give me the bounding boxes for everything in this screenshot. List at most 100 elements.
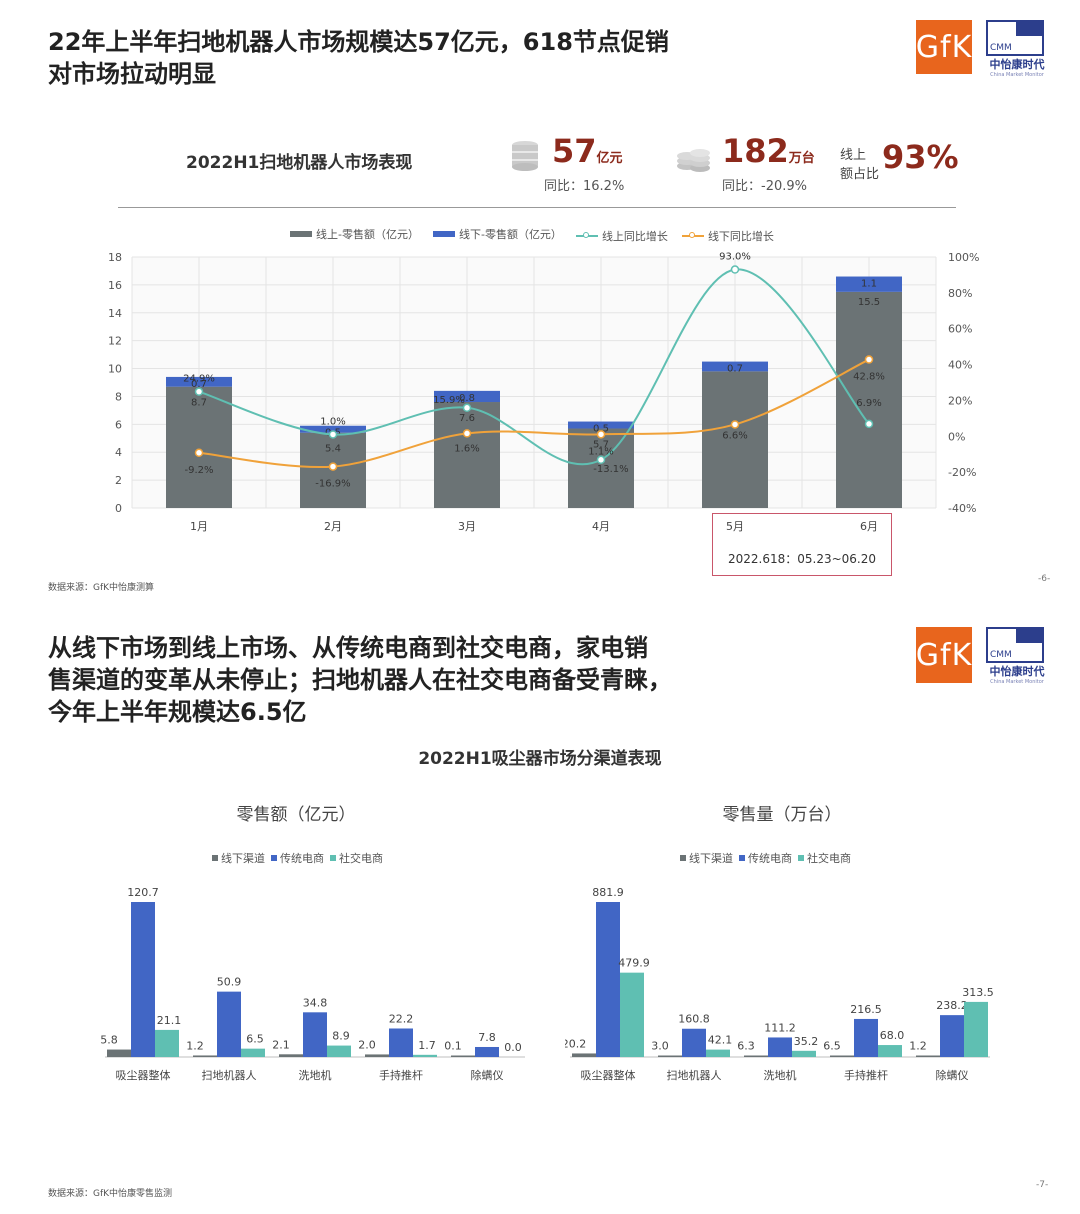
legend-item: 线上-零售额（亿元） <box>290 226 419 242</box>
x-tick-label: 除螨仪 <box>471 1068 504 1082</box>
line-point-label: -16.9% <box>315 479 350 490</box>
bar-1 <box>768 1037 792 1057</box>
bar-0 <box>451 1055 475 1057</box>
bar-value-label: 2.1 <box>272 1038 290 1051</box>
y2-tick-label: 40% <box>948 359 972 372</box>
line-point <box>462 429 472 438</box>
x-tick-label: 4月 <box>592 520 610 533</box>
kpi2-value: 182 <box>722 132 789 170</box>
x-tick-label: 5月 <box>726 520 744 533</box>
bar-value-label: 216.5 <box>850 1003 882 1016</box>
y-tick-label: 6 <box>115 418 122 431</box>
bar-1 <box>682 1028 706 1057</box>
y-tick-label: 0 <box>115 502 122 515</box>
bar-value-label: 35.2 <box>794 1035 819 1048</box>
chart3-sales-volume: 20.2 881.9 479.9 吸尘器整体 3.0 160.8 42.1 扫地机器人 6.3 1… <box>565 886 994 1082</box>
line-point-label: 1.1% <box>588 446 613 457</box>
chart2-sales-value: 5.8 120.7 21.1 吸尘器整体 1.2 50.9 6.5 扫地机器人 2.1 34.8 8… <box>100 886 525 1082</box>
line-point-label: 93.0% <box>719 252 751 263</box>
bar-value-label: 120.7 <box>127 886 159 899</box>
bar-online-label: 5.4 <box>325 444 341 455</box>
legend-item: 线下渠道 <box>212 850 265 866</box>
x-tick-label: 吸尘器整体 <box>581 1068 636 1082</box>
line-point <box>864 355 874 364</box>
bar-2 <box>878 1045 902 1057</box>
legend-swatch <box>330 855 336 861</box>
divider <box>118 207 956 208</box>
line-point <box>596 455 606 465</box>
slide2-headline-line3: 今年上半年规模达6.5亿 <box>48 698 307 726</box>
line-point <box>194 448 204 458</box>
bar-value-label: 34.8 <box>303 996 328 1009</box>
kpi3-value: 93% <box>882 138 959 176</box>
bar-value-label: 6.3 <box>737 1040 755 1053</box>
slide2-page-number: -7- <box>1036 1180 1049 1190</box>
bar-value-label: 2.0 <box>358 1038 376 1051</box>
bar-0 <box>916 1055 940 1057</box>
legend-item: 传统电商 <box>739 850 792 866</box>
y-tick-label: 2 <box>115 474 122 487</box>
bar-online <box>702 371 768 508</box>
slide2-source: 数据来源：GfK中怡康零售监测 <box>48 1189 173 1199</box>
legend-swatch <box>575 232 598 238</box>
cmm-logo-2: CMM 中怡康时代 China Market Monitor <box>986 627 1048 685</box>
bar-value-label: 42.1 <box>708 1034 733 1047</box>
bar-0 <box>107 1049 131 1057</box>
gfk-logo-2: GfK <box>916 627 972 683</box>
kpi2: 182万台 <box>722 132 815 170</box>
legend-swatch <box>432 231 455 237</box>
legend-item: 线上同比增长 <box>575 228 668 244</box>
bar-value-label: 160.8 <box>678 1013 710 1026</box>
legend-swatch <box>290 231 312 237</box>
x-tick-label: 6月 <box>860 520 878 533</box>
cmm-logo-2-name: 中怡康时代 <box>989 665 1045 678</box>
bar-online-label: 8.7 <box>191 398 207 409</box>
bar-online <box>434 402 500 508</box>
bar-2 <box>155 1029 179 1057</box>
legend-item: 社交电商 <box>798 850 851 866</box>
chart1-combo: 0 2 4 6 8 10 12 14 16 18 -40% -20% 0% 20% 40% 60% 80% 100… <box>108 251 979 533</box>
bar-2 <box>964 1001 988 1057</box>
cmm-logo-box: CMM <box>986 20 1044 56</box>
legend-swatch <box>681 232 704 238</box>
legend-label: 社交电商 <box>339 852 383 865</box>
legend-label: 传统电商 <box>748 852 792 865</box>
bar-offline <box>300 425 366 433</box>
bar-0 <box>572 1053 596 1057</box>
bar-online-label: 15.5 <box>858 297 880 308</box>
legend-label: 线下-零售额（亿元） <box>458 228 562 241</box>
kpi2-unit: 万台 <box>788 151 815 166</box>
legend-label: 线上-零售额（亿元） <box>316 228 419 241</box>
slide1-headline-line1: 22年上半年扫地机器人市场规模达57亿元，618节点促销 <box>48 28 669 56</box>
legend-label: 线下同比增长 <box>707 230 774 243</box>
x-tick-label: 吸尘器整体 <box>116 1068 171 1082</box>
bar-0 <box>365 1054 389 1057</box>
bar-online <box>836 291 902 508</box>
bar-value-label: 7.8 <box>478 1031 496 1044</box>
kpi1-unit: 亿元 <box>596 151 623 166</box>
bar-offline <box>434 390 500 403</box>
bar-2 <box>792 1050 816 1057</box>
slide1-source: 数据来源：GfK中怡康测算 <box>48 583 155 593</box>
gfk-logo-text: GfK <box>915 29 973 65</box>
bar-offline-label: 0.8 <box>459 393 475 404</box>
kpi1: 57亿元 <box>552 132 623 170</box>
bar-value-label: 68.0 <box>880 1029 905 1042</box>
legend-label: 线下渠道 <box>689 852 733 865</box>
slide1-headline: 22年上半年扫地机器人市场规模达57亿元，618节点促销 对市场拉动明显 <box>48 26 868 90</box>
bar-1 <box>303 1012 327 1057</box>
y2-tick-label: -40% <box>948 502 976 515</box>
bar-value-label: 1.7 <box>418 1039 436 1052</box>
bar-value-label: 0.1 <box>444 1040 462 1053</box>
cmm-logo-2-text: CMM <box>990 650 1012 660</box>
line-point <box>328 430 338 439</box>
line-point-label: 1.0% <box>320 416 345 427</box>
line-point-label: -9.2% <box>184 465 213 476</box>
chart3-title: 零售量（万台） <box>722 805 842 825</box>
legend-item: 线下同比增长 <box>681 228 774 244</box>
line-point <box>596 430 606 439</box>
bar-offline-label: 0.5 <box>593 424 609 435</box>
line-point <box>328 462 338 471</box>
bar-0 <box>830 1055 854 1057</box>
bar-0 <box>658 1055 682 1057</box>
